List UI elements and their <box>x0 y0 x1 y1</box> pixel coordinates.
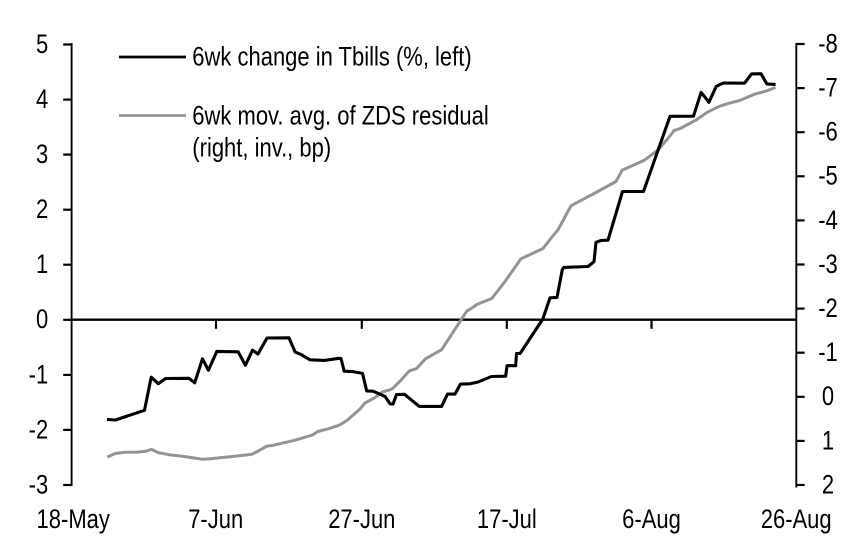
svg-text:7-Jun: 7-Jun <box>188 505 243 534</box>
svg-text:-4: -4 <box>818 206 838 235</box>
svg-text:-3: -3 <box>29 471 49 500</box>
svg-text:3: 3 <box>36 140 48 169</box>
svg-text:-2: -2 <box>29 416 49 445</box>
svg-text:1: 1 <box>36 250 48 279</box>
svg-text:-6: -6 <box>818 118 838 147</box>
svg-text:-1: -1 <box>29 360 49 389</box>
svg-text:1: 1 <box>822 426 834 455</box>
svg-text:-1: -1 <box>818 338 838 367</box>
svg-text:17-Jul: 17-Jul <box>477 505 537 534</box>
svg-text:-8: -8 <box>818 30 838 59</box>
svg-text:-7: -7 <box>818 74 838 103</box>
svg-text:6-Aug: 6-Aug <box>622 505 681 534</box>
svg-text:18-May: 18-May <box>37 505 111 534</box>
svg-text:0: 0 <box>36 305 48 334</box>
svg-text:(right, inv., bp): (right, inv., bp) <box>192 134 331 163</box>
svg-text:27-Jun: 27-Jun <box>328 505 395 534</box>
svg-text:26-Aug: 26-Aug <box>761 505 832 534</box>
svg-text:-3: -3 <box>818 250 838 279</box>
svg-text:5: 5 <box>36 30 48 59</box>
svg-text:-5: -5 <box>818 162 838 191</box>
svg-text:6wk mov. avg. of ZDS residual: 6wk mov. avg. of ZDS residual <box>192 102 488 131</box>
svg-text:0: 0 <box>822 382 834 411</box>
svg-text:2: 2 <box>36 195 48 224</box>
svg-text:6wk change in Tbills (%, left): 6wk change in Tbills (%, left) <box>192 43 471 72</box>
svg-text:2: 2 <box>822 471 834 500</box>
svg-text:4: 4 <box>36 85 48 114</box>
svg-text:-2: -2 <box>818 294 838 323</box>
